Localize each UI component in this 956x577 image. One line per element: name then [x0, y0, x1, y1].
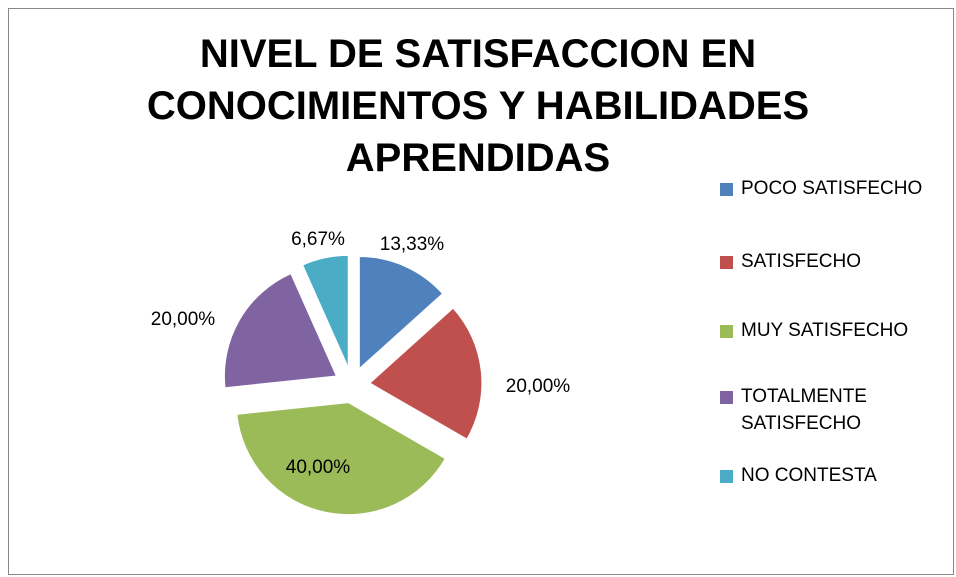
legend-swatch	[720, 183, 733, 196]
legend-label: POCO SATISFECHO	[741, 178, 923, 199]
legend-swatch	[720, 391, 733, 404]
pie-slice	[236, 402, 446, 516]
legend-swatch	[720, 256, 733, 269]
legend-swatch	[720, 325, 733, 338]
legend-label: MUY SATISFECHO	[741, 320, 909, 341]
data-label: 40,00%	[286, 457, 351, 478]
data-label: 20,00%	[151, 309, 216, 330]
pie-slice	[302, 254, 349, 368]
chart-title: NIVEL DE SATISFACCION EN	[199, 32, 757, 76]
legend-label: SATISFECHO	[741, 251, 861, 272]
legend-label: NO CONTESTA	[741, 465, 877, 486]
data-label: 6,67%	[291, 229, 345, 250]
pie-slice	[369, 307, 483, 440]
chart-title: APRENDIDAS	[345, 136, 611, 180]
chart-frame	[8, 8, 954, 575]
data-label: 20,00%	[506, 376, 571, 397]
pie-slice	[223, 273, 338, 389]
legend-label: TOTALMENTE SATISFECHO	[741, 386, 867, 434]
data-label: 13,33%	[380, 234, 445, 255]
pie-slice	[358, 256, 444, 370]
legend-swatch	[720, 470, 733, 483]
chart-title: CONOCIMIENTOS Y HABILIDADES	[146, 84, 810, 128]
